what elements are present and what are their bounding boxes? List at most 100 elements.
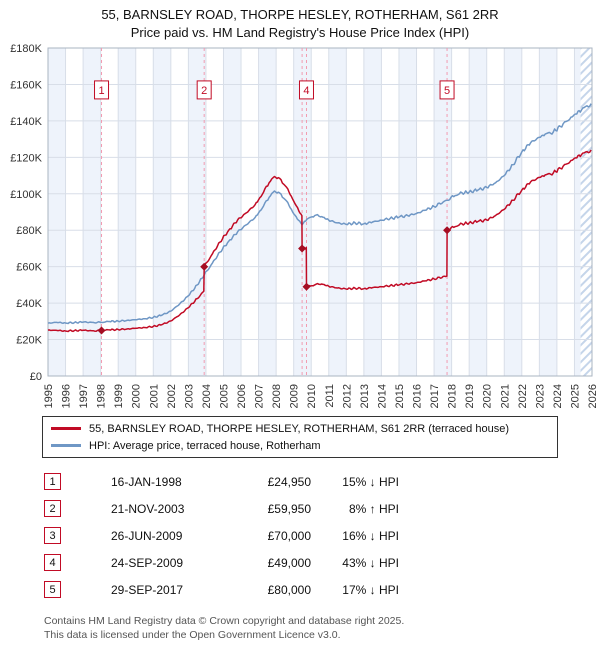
x-axis-label: 2016 xyxy=(412,384,424,408)
page-subtitle: Price paid vs. HM Land Registry's House … xyxy=(130,25,470,40)
x-axis-label: 2018 xyxy=(447,384,459,408)
y-axis-label: £160K xyxy=(10,79,42,91)
year-band xyxy=(118,48,136,376)
x-axis-label: 1995 xyxy=(43,384,55,408)
year-band xyxy=(83,48,101,376)
page-title: 55, BARNSLEY ROAD, THORPE HESLEY, ROTHER… xyxy=(101,7,499,22)
legend-label-hpi: HPI: Average price, terraced house, Roth… xyxy=(89,439,321,452)
chart-legend: 55, BARNSLEY ROAD, THORPE HESLEY, ROTHER… xyxy=(42,416,558,458)
footer-line-1: Contains HM Land Registry data © Crown c… xyxy=(44,615,405,627)
property-line-swatch xyxy=(51,427,81,430)
sale-date: 24-SEP-2009 xyxy=(111,555,184,570)
x-axis-label: 2012 xyxy=(341,384,353,408)
x-axis-label: 2024 xyxy=(552,384,564,408)
y-axis-label: £180K xyxy=(10,43,42,55)
x-axis-label: 2005 xyxy=(218,384,230,408)
sale-row: 3 26-JUN-2009 £70,000 16% ↓ HPI xyxy=(44,522,600,549)
sale-number: 4 xyxy=(44,554,61,571)
year-band xyxy=(328,48,347,376)
sale-number: 1 xyxy=(44,473,61,490)
sale-hpi-diff: 17% ↓ HPI xyxy=(342,582,399,597)
sale-table: 1 16-JAN-1998 £24,950 15% ↓ HPI 2 21-NOV… xyxy=(44,468,600,603)
hpi-line xyxy=(47,103,592,325)
x-axis-label: 2007 xyxy=(254,384,266,408)
x-axis-label: 2000 xyxy=(131,384,143,408)
y-axis-label: £100K xyxy=(10,189,42,201)
y-axis-label: £120K xyxy=(10,152,42,164)
sale-row: 2 21-NOV-2003 £59,950 8% ↑ HPI xyxy=(44,495,600,522)
x-axis-label: 2015 xyxy=(394,384,406,408)
y-axis-label: £60K xyxy=(16,262,42,274)
sale-number: 5 xyxy=(44,581,61,598)
sale-price: £80,000 xyxy=(267,582,311,597)
sale-date: 21-NOV-2003 xyxy=(111,501,185,516)
sale-number: 3 xyxy=(44,527,61,544)
x-axis-label: 2008 xyxy=(271,384,283,408)
sale-number-box xyxy=(439,80,455,100)
year-band xyxy=(504,48,522,376)
sale-number: 2 xyxy=(44,500,61,517)
x-axis-label: 2021 xyxy=(499,384,511,408)
sale-hpi-diff: 8% ↑ HPI xyxy=(348,501,399,516)
x-axis-label: 2017 xyxy=(429,384,441,408)
y-axis-label: £40K xyxy=(16,298,42,310)
sale-row: 5 29-SEP-2017 £80,000 17% ↓ HPI xyxy=(44,576,600,603)
sale-date: 29-SEP-2017 xyxy=(111,582,184,597)
x-axis-label: 2023 xyxy=(534,384,546,408)
sale-marker xyxy=(97,326,106,335)
hpi-line-swatch xyxy=(51,444,81,447)
x-axis-label: 1998 xyxy=(96,384,108,408)
sale-row: 1 16-JAN-1998 £24,950 15% ↓ HPI xyxy=(44,468,600,495)
sale-price: £24,950 xyxy=(267,474,311,489)
sale-number-box xyxy=(196,80,212,100)
x-axis-label: 1999 xyxy=(113,384,125,408)
sale-marker xyxy=(200,262,209,271)
sale-price: £49,000 xyxy=(267,555,311,570)
x-axis-label: 2006 xyxy=(236,384,248,408)
sale-marker xyxy=(302,282,311,291)
legend-item-hpi: HPI: Average price, terraced house, Roth… xyxy=(51,437,549,454)
x-axis-label: 2026 xyxy=(587,384,599,408)
x-axis-label: 1996 xyxy=(61,384,73,408)
sale-number-box-label: 1 xyxy=(98,85,104,97)
future-hatch-region xyxy=(580,48,592,376)
license-footer: Contains HM Land Registry data © Crown c… xyxy=(44,615,600,642)
x-axis-label: 2003 xyxy=(183,384,195,408)
plot-frame xyxy=(47,47,593,377)
year-band xyxy=(539,48,557,376)
x-axis-label: 2004 xyxy=(201,384,213,408)
x-axis-label: 2025 xyxy=(569,384,581,408)
sale-row: 4 24-SEP-2009 £49,000 43% ↓ HPI xyxy=(44,549,600,576)
sale-number-box xyxy=(298,80,314,100)
sale-number-box-label: 5 xyxy=(444,85,450,97)
sale-date: 26-JUN-2009 xyxy=(111,528,183,543)
year-band xyxy=(398,48,417,376)
footer-line-2: This data is licensed under the Open Gov… xyxy=(44,628,341,641)
sale-hpi-diff: 15% ↓ HPI xyxy=(342,474,399,489)
sale-date: 16-JAN-1998 xyxy=(111,474,182,489)
sale-hpi-diff: 16% ↓ HPI xyxy=(342,528,399,543)
y-axis-label: £80K xyxy=(16,225,42,237)
x-axis-label: 2014 xyxy=(376,384,388,408)
y-axis-label: £140K xyxy=(10,116,42,128)
x-axis-label: 2010 xyxy=(306,384,318,408)
price-history-chart: 1 2 4 5 £0 £20K £40K £60K £80K £100K £120K £140K £16… xyxy=(10,43,599,408)
x-axis-label: 2001 xyxy=(148,384,160,408)
legend-label-property: 55, BARNSLEY ROAD, THORPE HESLEY, ROTHER… xyxy=(89,422,509,435)
sale-marker xyxy=(443,226,452,235)
year-band xyxy=(48,48,66,376)
sale-price: £59,950 xyxy=(267,501,311,516)
y-axis-label: £0 xyxy=(30,371,42,383)
x-axis-label: 2013 xyxy=(359,384,371,408)
year-band xyxy=(153,48,171,376)
year-band xyxy=(363,48,382,376)
x-axis-label: 2022 xyxy=(517,384,529,408)
year-band xyxy=(469,48,487,376)
year-band xyxy=(223,48,242,376)
legend-item-property: 55, BARNSLEY ROAD, THORPE HESLEY, ROTHER… xyxy=(51,420,549,437)
sale-marker xyxy=(298,244,307,253)
sale-hpi-diff: 43% ↓ HPI xyxy=(342,555,399,570)
x-axis-label: 2002 xyxy=(166,384,178,408)
property-line xyxy=(47,149,592,333)
x-axis-label: 2009 xyxy=(289,384,301,408)
